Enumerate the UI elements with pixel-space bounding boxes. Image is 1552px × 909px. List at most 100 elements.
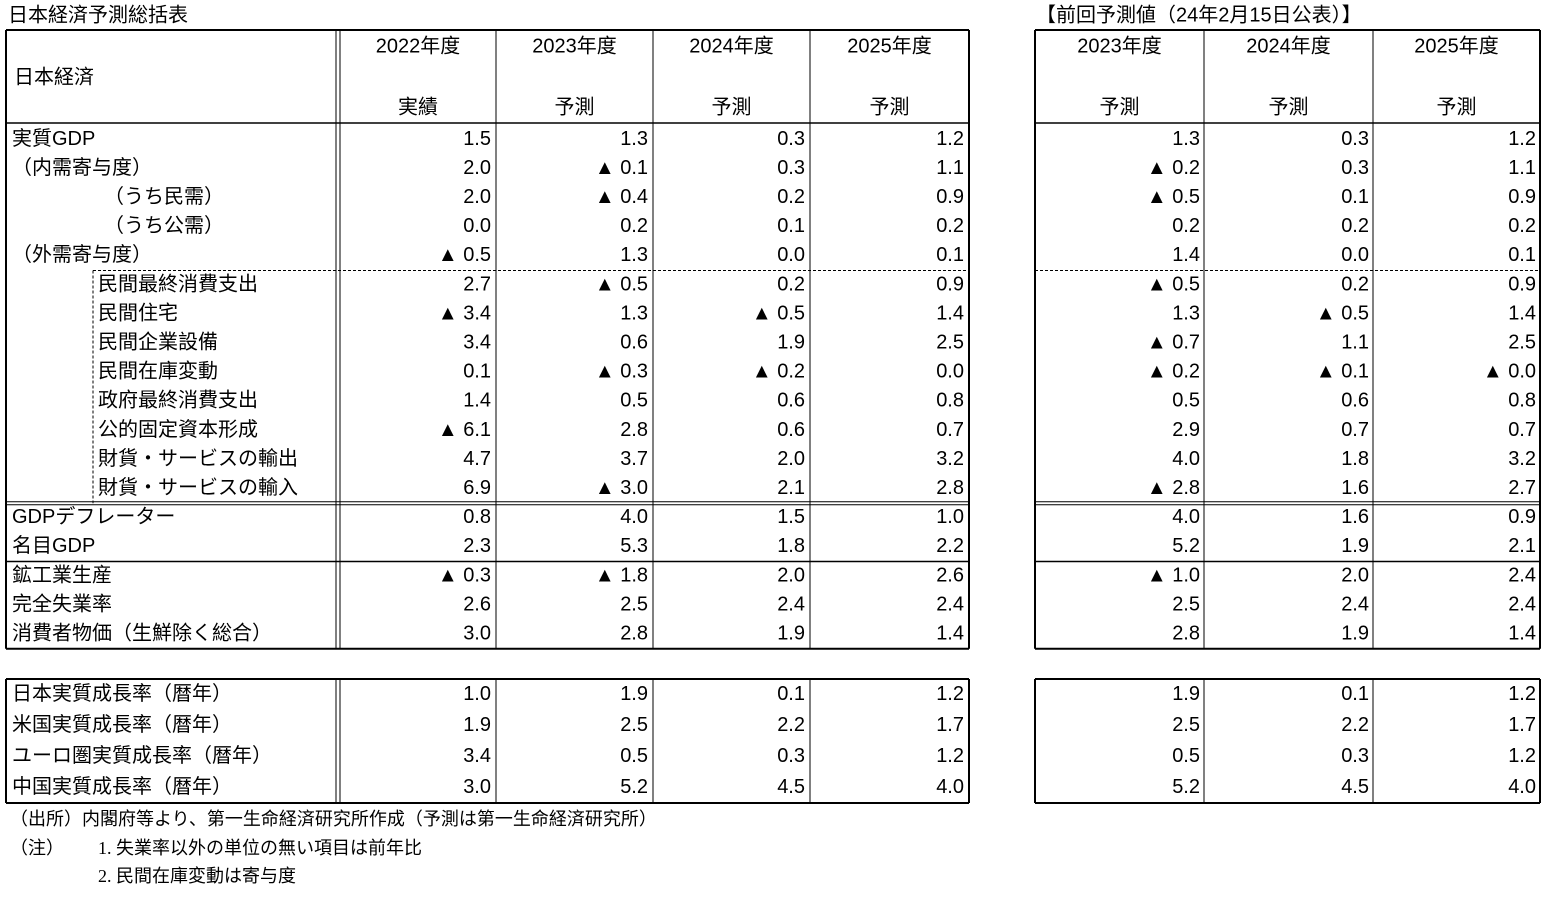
cell-value: 2.1 — [777, 477, 805, 499]
kind-header: 予測 — [1100, 95, 1140, 118]
kind-header: 予測 — [1269, 95, 1309, 118]
cell-value: 0.0 — [463, 215, 491, 237]
cell-value: 0.6 — [777, 390, 805, 412]
cell-value: ▲ 0.2 — [752, 361, 805, 383]
cell-value: 0.9 — [1508, 186, 1536, 208]
cell-value: 5.2 — [620, 776, 648, 798]
cell-value: 2.0 — [777, 564, 805, 586]
cell-value: 1.9 — [1172, 683, 1200, 705]
cell-value: ▲ 0.3 — [438, 564, 491, 586]
year-header: 2025年度 — [1414, 34, 1499, 57]
cell-value: 0.0 — [936, 361, 964, 383]
row-label: 完全失業率 — [12, 592, 112, 615]
cell-value: 3.2 — [1508, 448, 1536, 470]
cell-value: 1.4 — [1508, 623, 1536, 645]
cell-value: 2.8 — [620, 419, 648, 441]
cell-value: 2.7 — [463, 273, 491, 295]
cell-value: 1.2 — [1508, 128, 1536, 150]
cell-value: 0.2 — [1341, 215, 1369, 237]
row-label: （うち公需） — [104, 214, 224, 237]
cell-value: 0.9 — [936, 186, 964, 208]
cell-value: 4.5 — [1341, 776, 1369, 798]
row-label: 鉱工業生産 — [12, 563, 112, 586]
cell-value: ▲ 0.1 — [1316, 361, 1369, 383]
cell-value: 1.1 — [936, 157, 964, 179]
cell-value: 0.0 — [777, 244, 805, 266]
cell-value: ▲ 0.2 — [1147, 157, 1200, 179]
cell-value: 3.0 — [463, 623, 491, 645]
row-label: 日本実質成長率（暦年） — [12, 682, 232, 705]
cell-value: 2.5 — [1508, 332, 1536, 354]
row-label: 民間在庫変動 — [98, 360, 218, 383]
cell-value: 2.0 — [1341, 564, 1369, 586]
cell-value: 1.4 — [936, 623, 964, 645]
cell-value: 0.2 — [777, 273, 805, 295]
row-label: 財貨・サービスの輸出 — [98, 447, 298, 470]
cell-value: 0.2 — [936, 215, 964, 237]
cell-value: 1.5 — [777, 506, 805, 528]
cell-value: ▲ 0.7 — [1147, 332, 1200, 354]
cell-value: 2.3 — [463, 535, 491, 557]
cell-value: 5.2 — [1172, 776, 1200, 798]
cell-value: ▲ 3.4 — [438, 302, 491, 324]
cell-value: ▲ 0.0 — [1483, 361, 1536, 383]
cell-value: 0.7 — [1341, 419, 1369, 441]
cell-value: 4.0 — [620, 506, 648, 528]
cell-value: 1.5 — [463, 128, 491, 150]
cell-value: 5.2 — [1172, 535, 1200, 557]
cell-value: 2.0 — [777, 448, 805, 470]
cell-value: 4.0 — [936, 776, 964, 798]
cell-value: 2.8 — [1172, 623, 1200, 645]
cell-value: 2.4 — [936, 593, 964, 615]
row-label: 民間企業設備 — [98, 331, 218, 354]
cell-value: ▲ 0.5 — [1147, 273, 1200, 295]
corner-label: 日本経済 — [14, 65, 94, 88]
cell-value: 0.3 — [1341, 128, 1369, 150]
cell-value: 0.1 — [463, 361, 491, 383]
cell-value: 1.3 — [620, 244, 648, 266]
cell-value: 0.3 — [777, 745, 805, 767]
cell-value: 1.3 — [620, 302, 648, 324]
cell-value: 2.9 — [1172, 419, 1200, 441]
cell-value: 4.5 — [777, 776, 805, 798]
cell-value: 0.3 — [777, 128, 805, 150]
cell-value: 1.0 — [463, 683, 491, 705]
row-label: 政府最終消費支出 — [98, 389, 258, 412]
cell-value: ▲ 0.1 — [595, 157, 648, 179]
cell-value: 0.1 — [1508, 244, 1536, 266]
cell-value: 2.5 — [1172, 714, 1200, 736]
cell-value: 1.4 — [936, 302, 964, 324]
cell-value: 0.7 — [1508, 419, 1536, 441]
row-label: （うち民需） — [104, 185, 224, 208]
cell-value: ▲ 3.0 — [595, 477, 648, 499]
cell-value: 0.1 — [1341, 186, 1369, 208]
cell-value: 2.4 — [1341, 593, 1369, 615]
cell-value: 0.5 — [620, 745, 648, 767]
kind-header: 予測 — [870, 95, 910, 118]
cell-value: 0.0 — [1341, 244, 1369, 266]
cell-value: 2.6 — [936, 564, 964, 586]
cell-value: 6.9 — [463, 477, 491, 499]
cell-value: 0.6 — [620, 332, 648, 354]
row-label: （内需寄与度） — [12, 156, 152, 179]
cell-value: ▲ 6.1 — [438, 419, 491, 441]
cell-value: 1.0 — [936, 506, 964, 528]
cell-value: 2.6 — [463, 593, 491, 615]
cell-value: 0.2 — [620, 215, 648, 237]
cell-value: 0.9 — [1508, 506, 1536, 528]
row-label: 消費者物価（生鮮除く総合） — [12, 622, 272, 645]
cell-value: 0.5 — [1172, 390, 1200, 412]
cell-value: 1.9 — [463, 714, 491, 736]
cell-value: 1.2 — [936, 128, 964, 150]
cell-value: 1.2 — [1508, 683, 1536, 705]
cell-value: 2.7 — [1508, 477, 1536, 499]
cell-value: 2.5 — [1172, 593, 1200, 615]
cell-value: 0.5 — [1172, 745, 1200, 767]
cell-value: ▲ 0.5 — [595, 273, 648, 295]
cell-value: 1.8 — [1341, 448, 1369, 470]
row-label: ユーロ圏実質成長率（暦年） — [12, 744, 272, 767]
cell-value: 0.8 — [463, 506, 491, 528]
cell-value: 0.3 — [777, 157, 805, 179]
cell-value: ▲ 0.5 — [1147, 186, 1200, 208]
cell-value: 0.9 — [1508, 273, 1536, 295]
